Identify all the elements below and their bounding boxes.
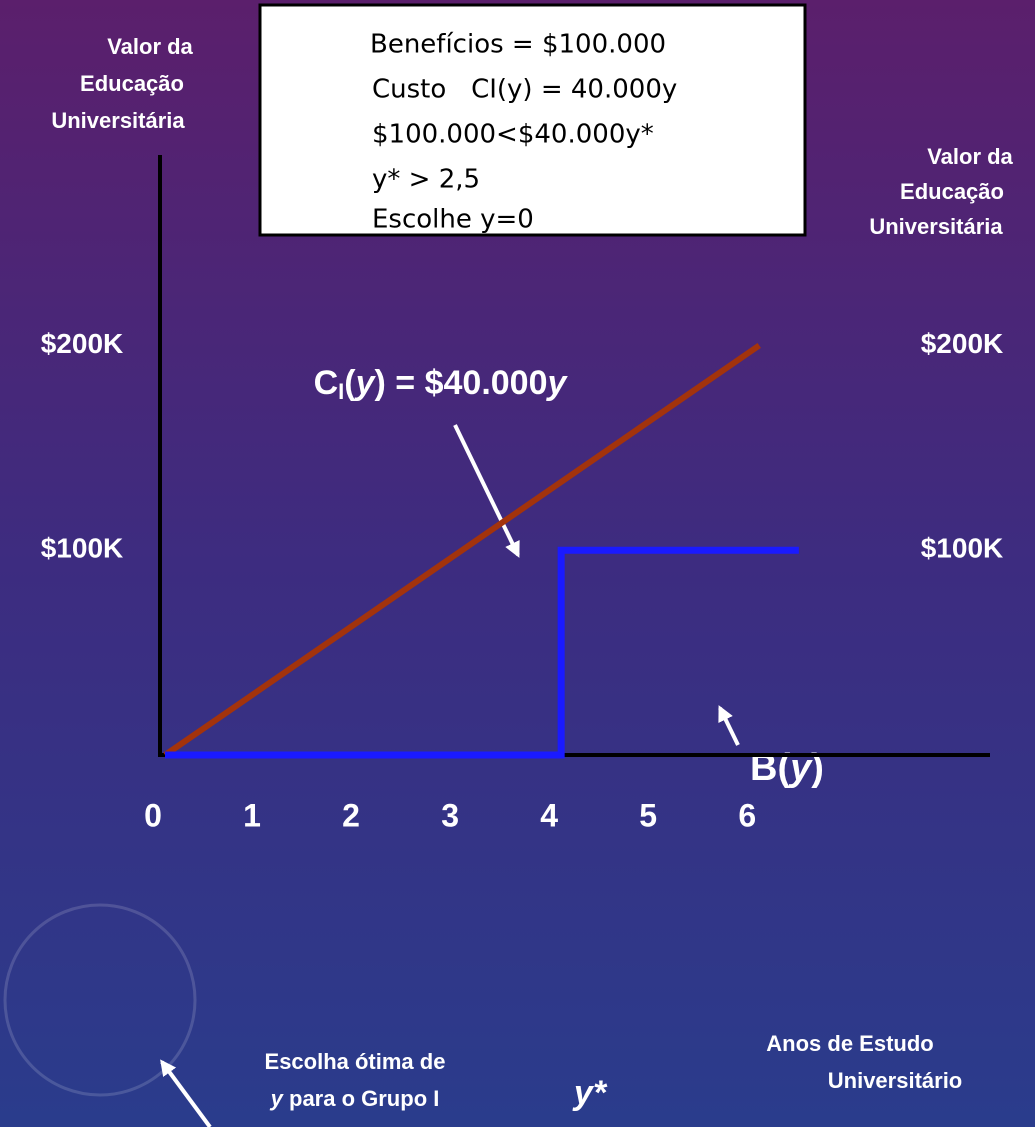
box-line: Benefícios = $100.000 [370, 30, 666, 60]
y-label: Educação [80, 71, 184, 96]
y-tick-label: $100K [41, 533, 124, 564]
info-box: Benefícios = $100.000 Custo CI(y) = 40.0… [258, 3, 807, 237]
y2-tick-label: $100K [921, 533, 1004, 564]
optimal-label: Escolha ótima de [265, 1049, 446, 1074]
optimal-label: y para o Grupo I [270, 1086, 440, 1111]
y2-label: Universitária [869, 214, 1003, 239]
cost-label: CI(y) = $40.000y [314, 364, 569, 404]
arrow [160, 1059, 212, 1127]
decoration [3, 903, 197, 1097]
y2-label: Educação [900, 179, 1004, 204]
y-tick-label: $200K [41, 328, 124, 359]
x-label: Universitário [828, 1068, 963, 1093]
x-tick-label: 3 [441, 797, 459, 833]
x-tick-label: 5 [639, 797, 657, 833]
box-line: y* > 2,5 [372, 165, 480, 195]
box-line: $100.000<$40.000y* [372, 120, 654, 150]
series-line [165, 546, 799, 759]
box-line: Custo CI(y) = 40.000y [372, 75, 677, 105]
y2-tick-label: $200K [921, 328, 1004, 359]
x-tick-label: 6 [738, 797, 756, 833]
series-line [163, 342, 761, 758]
y-label: Universitária [51, 108, 185, 133]
arrow [453, 424, 520, 558]
x-tick-label: 2 [342, 797, 360, 833]
ystar-label: y* [572, 1074, 608, 1112]
arrow [718, 705, 740, 746]
x-label: Anos de Estudo [766, 1031, 933, 1056]
box-frame [258, 3, 807, 237]
y2-label: Valor da [927, 144, 1013, 169]
x-tick-label: 4 [540, 797, 558, 833]
y-label: Valor da [107, 34, 193, 59]
x-tick-label: 1 [243, 797, 261, 833]
box-line: Escolhe y=0 [372, 205, 534, 235]
x-tick-label: 0 [144, 797, 162, 833]
